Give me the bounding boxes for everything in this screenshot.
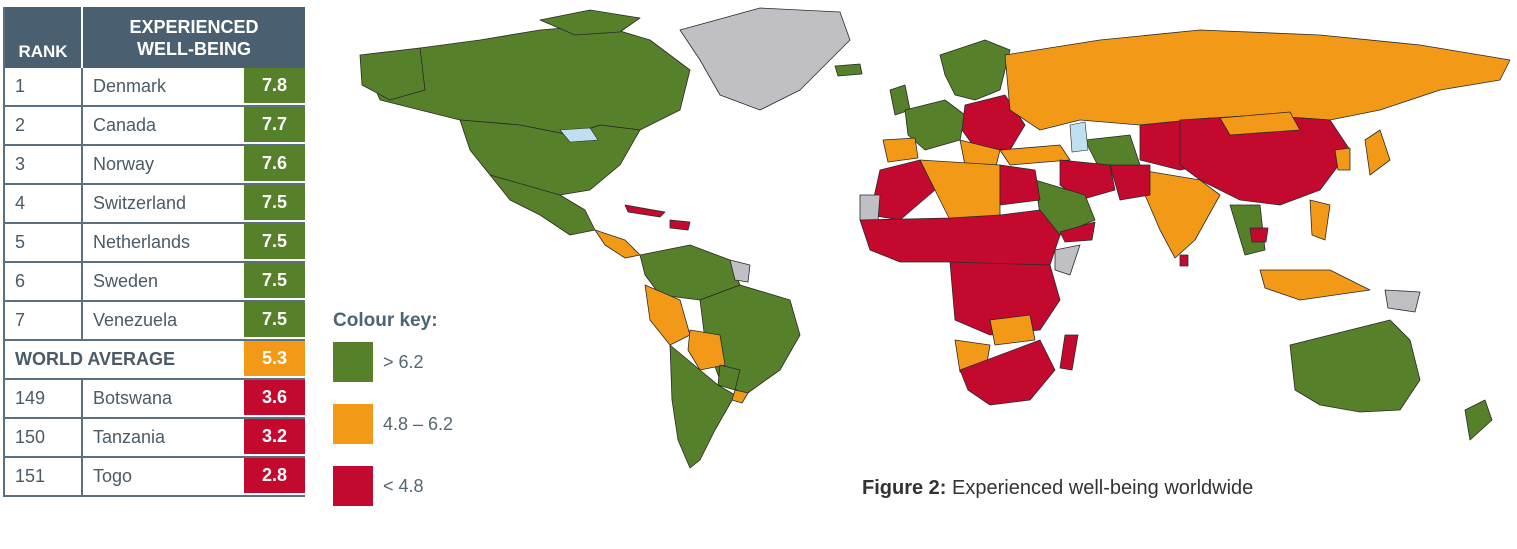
ranking-table: RANK EXPERIENCED WELL-BEING 1 Denmark 7.8 2 C… [3, 7, 305, 497]
region-caribbean-haiti [670, 220, 690, 230]
table-row: 151 Togo 2.8 [5, 458, 305, 497]
region-png [1385, 290, 1420, 312]
legend-label: < 4.8 [383, 476, 424, 497]
region-new-zealand [1465, 400, 1492, 440]
country-cell: Botswana [83, 380, 244, 417]
world-average-row: WORLD AVERAGE 5.3 [5, 341, 305, 380]
score-cell: 2.8 [244, 458, 305, 495]
score-cell: 7.5 [244, 185, 305, 222]
world-average-score: 5.3 [244, 341, 305, 378]
country-cell: Denmark [83, 68, 244, 105]
legend-swatch [333, 342, 373, 382]
country-cell: Sweden [83, 263, 244, 300]
legend-item: > 6.2 [333, 342, 453, 382]
rank-cell: 5 [5, 224, 83, 261]
region-somalia [1055, 245, 1080, 275]
region-caspian-sea [1070, 122, 1088, 152]
rank-cell: 150 [5, 419, 83, 456]
rank-cell: 4 [5, 185, 83, 222]
region-west-sahara [860, 195, 880, 220]
table-row: 150 Tanzania 3.2 [5, 419, 305, 458]
figure-caption: Figure 2: Experienced well-being worldwi… [862, 477, 1253, 500]
legend-item: 4.8 – 6.2 [333, 404, 453, 444]
region-alaska [360, 48, 425, 100]
colour-key-title: Colour key: [333, 310, 453, 332]
legend-item: < 4.8 [333, 466, 453, 506]
country-cell: Tanzania [83, 419, 244, 456]
region-central-african-orange [990, 315, 1035, 345]
region-caribbean-cuba [625, 205, 665, 217]
score-cell: 7.5 [244, 263, 305, 300]
table-header: RANK EXPERIENCED WELL-BEING [5, 7, 305, 68]
rank-cell: 149 [5, 380, 83, 417]
region-pakistan-afghanistan [1110, 165, 1150, 200]
region-scandinavia [940, 40, 1010, 100]
legend-swatch [333, 404, 373, 444]
region-usa [460, 120, 640, 195]
score-cell: 7.8 [244, 68, 305, 105]
header-ewb-line1: EXPERIENCED [129, 17, 258, 37]
score-cell: 7.6 [244, 146, 305, 183]
region-greenland [680, 8, 850, 110]
country-cell: Norway [83, 146, 244, 183]
region-sri-lanka [1180, 255, 1188, 266]
table-row: 2 Canada 7.7 [5, 107, 305, 146]
rank-cell: 151 [5, 458, 83, 495]
table-row: 4 Switzerland 7.5 [5, 185, 305, 224]
header-experienced-well-being: EXPERIENCED WELL-BEING [83, 7, 305, 68]
legend-label: 4.8 – 6.2 [383, 414, 453, 435]
table-row: 7 Venezuela 7.5 [5, 302, 305, 341]
region-sahel-west-africa [860, 210, 1060, 270]
rank-cell: 6 [5, 263, 83, 300]
figure-caption-text: Experienced well-being worldwide [946, 477, 1253, 499]
score-cell: 7.7 [244, 107, 305, 144]
world-map [330, 0, 1517, 549]
rank-cell: 3 [5, 146, 83, 183]
region-cambodia [1250, 228, 1268, 242]
region-madagascar [1060, 335, 1078, 370]
region-iceland [835, 64, 862, 76]
table-row: 6 Sweden 7.5 [5, 263, 305, 302]
region-central-america [595, 230, 640, 258]
score-cell: 3.2 [244, 419, 305, 456]
region-bolivia [688, 330, 725, 370]
table-row: 149 Botswana 3.6 [5, 380, 305, 419]
region-egypt [1000, 165, 1040, 205]
region-korea [1335, 148, 1350, 170]
table-row: 5 Netherlands 7.5 [5, 224, 305, 263]
legend-label: > 6.2 [383, 352, 424, 373]
rank-cell: 2 [5, 107, 83, 144]
country-cell: Canada [83, 107, 244, 144]
figure-caption-prefix: Figure 2: [862, 477, 946, 499]
region-australia [1290, 320, 1420, 412]
country-cell: Togo [83, 458, 244, 495]
header-rank: RANK [5, 7, 83, 68]
header-ewb-line2: WELL-BEING [137, 39, 251, 59]
table-row: 3 Norway 7.6 [5, 146, 305, 185]
score-cell: 7.5 [244, 224, 305, 261]
region-japan [1365, 130, 1390, 175]
region-indonesia [1260, 270, 1370, 300]
colour-key: Colour key: > 6.2 4.8 – 6.2 < 4.8 [333, 310, 453, 528]
table-row: 1 Denmark 7.8 [5, 68, 305, 107]
country-cell: Venezuela [83, 302, 244, 339]
score-cell: 7.5 [244, 302, 305, 339]
region-philippines [1310, 200, 1330, 240]
country-cell: Switzerland [83, 185, 244, 222]
country-cell: Netherlands [83, 224, 244, 261]
score-cell: 3.6 [244, 380, 305, 417]
world-average-label: WORLD AVERAGE [5, 341, 244, 378]
legend-swatch [333, 466, 373, 506]
region-iberia [883, 138, 918, 162]
rank-cell: 1 [5, 68, 83, 105]
rank-cell: 7 [5, 302, 83, 339]
